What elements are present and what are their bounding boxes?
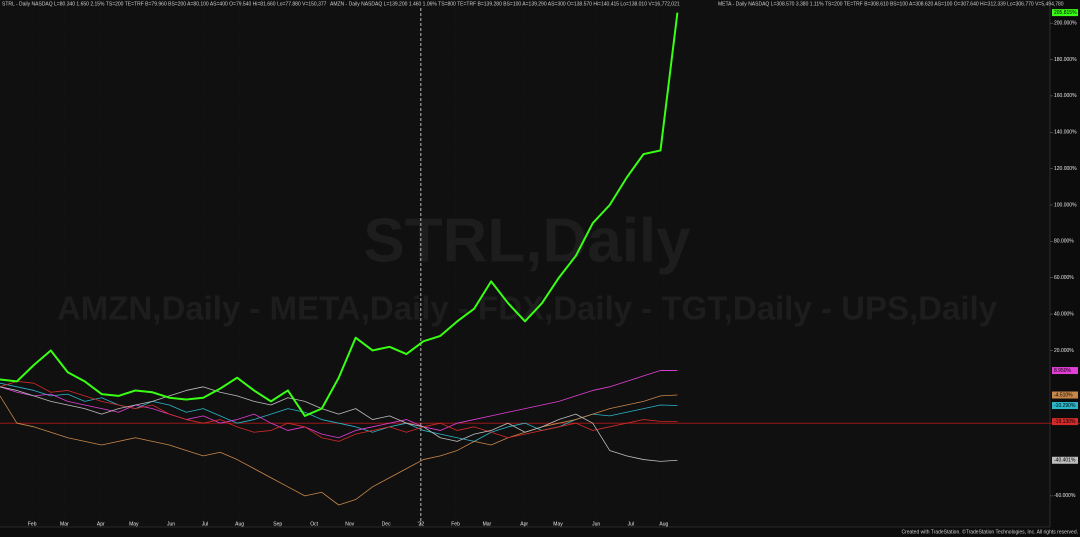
series-line: [0, 370, 678, 439]
last-value-label: -40.401%: [1054, 458, 1076, 464]
header-text: AMZN - Daily NASDAQ L=139.200 1.460 1.06…: [330, 1, 680, 7]
x-tick-label: Aug: [659, 521, 668, 527]
x-tick-label: Jul: [628, 521, 634, 527]
last-value-box: [1052, 367, 1078, 375]
y-tick-label: 80.000%: [1054, 239, 1074, 245]
last-value-box: [1052, 418, 1078, 426]
last-value-box: [1052, 9, 1078, 17]
x-tick-label: Oct: [310, 521, 318, 527]
last-value-label: 205.815%: [1054, 10, 1077, 16]
last-value-box: [1052, 391, 1078, 399]
x-tick-label: Aug: [235, 521, 244, 527]
series-line: [0, 380, 678, 442]
series-line: [0, 12, 679, 417]
x-tick-label: Nov: [345, 521, 354, 527]
y-tick-label: -60.000%: [1054, 493, 1076, 499]
x-tick-label: Feb: [28, 521, 37, 527]
x-tick-label: Jun: [167, 521, 175, 527]
last-value-box: [1052, 456, 1078, 464]
y-tick-label: 180.000%: [1054, 57, 1077, 63]
x-tick-label: May: [553, 521, 563, 527]
series-line: [0, 386, 678, 462]
last-value-label: -19.130%: [1054, 419, 1076, 425]
x-tick-label: Feb: [451, 521, 460, 527]
x-tick-label: Mar: [483, 521, 492, 527]
last-value-label: 8.950%: [1054, 368, 1072, 374]
watermark: AMZN,Daily - META,Daily - FDX,Daily - TG…: [57, 290, 998, 327]
x-tick-label: Jun: [592, 521, 600, 527]
y-tick-label: 40.000%: [1054, 311, 1074, 317]
y-tick-label: 120.000%: [1054, 166, 1077, 172]
header-text: STRL - Daily NASDAQ L=80.340 1.650 2.15%…: [2, 1, 327, 7]
y-tick-label: 60.000%: [1054, 275, 1074, 281]
y-tick-label: 20.000%: [1054, 348, 1074, 354]
y-tick-label: 100.000%: [1054, 202, 1077, 208]
x-tick-label: Sep: [273, 521, 282, 527]
last-value-label: -10.290%: [1054, 403, 1076, 409]
credit: Created with TradeStation. ©TradeStation…: [901, 528, 1078, 535]
watermark: STRL,Daily: [363, 206, 691, 275]
y-tick-label: 200.000%: [1054, 21, 1077, 27]
series-line: [0, 394, 678, 506]
x-tick-label: May: [129, 521, 139, 527]
x-tick-label: Apr: [97, 521, 105, 527]
plot-area: [0, 0, 1050, 527]
x-tick-label: Mar: [60, 521, 69, 527]
series-line: [0, 382, 678, 442]
x-tick-label: Jul: [202, 521, 208, 527]
x-tick-label: Dec: [382, 521, 391, 527]
y-tick-label: 140.000%: [1054, 130, 1077, 136]
last-value-label: -4.510%: [1054, 392, 1073, 398]
header-text: META - Daily NASDAQ L=308.570 3.380 1.11…: [718, 1, 1064, 7]
y-tick-label: 160.000%: [1054, 93, 1077, 99]
x-tick-label: Apr: [520, 521, 528, 527]
last-value-box: [1052, 402, 1078, 410]
